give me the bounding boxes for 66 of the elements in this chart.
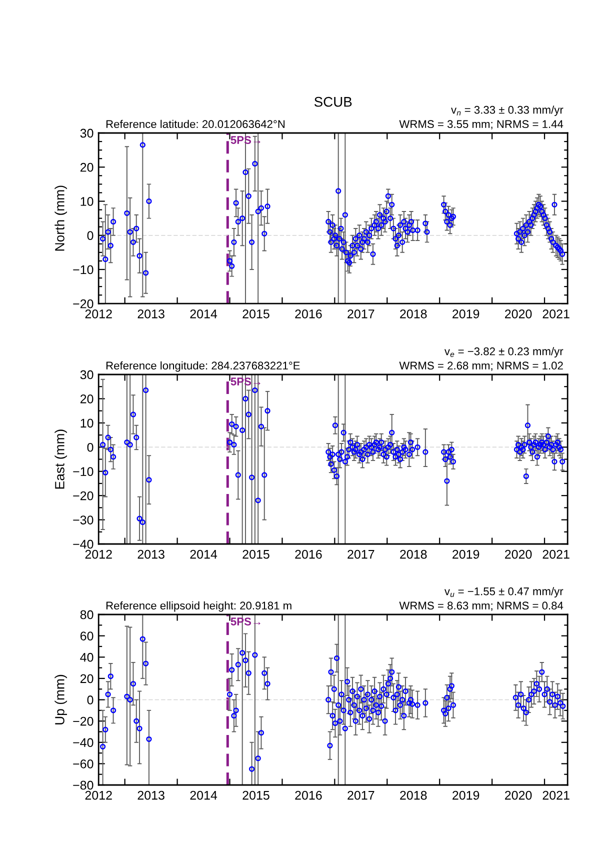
x-tick-label: 2021: [542, 550, 570, 559]
y-tick-label: −60: [73, 759, 94, 768]
x-tick-label: 2014: [190, 550, 218, 559]
y-tick-label: −20: [73, 491, 94, 500]
x-tick-label: 2019: [452, 309, 480, 318]
y-tick-label: −40: [73, 738, 94, 748]
x-tick-label: 2020: [505, 309, 532, 318]
y-tick-label: 10: [80, 418, 94, 428]
y-tick-label: 40: [80, 652, 94, 662]
x-tick-label: 2015: [242, 309, 270, 318]
y-axis-title: East (mm): [54, 430, 67, 489]
text: Reference longitude: 284.237683221°E: [106, 361, 300, 372]
x-tick-label: 2016: [295, 550, 322, 559]
text: WRMS = 8.63 mm; NRMS = 0.84: [399, 602, 564, 611]
x-tick-label: 2016: [295, 790, 322, 800]
x-tick-label: 2012: [85, 550, 112, 559]
y-tick-label: −40: [73, 540, 94, 549]
x-tick-label: 2018: [400, 309, 427, 318]
text: WRMS = 3.55 mm; NRMS = 1.44: [399, 120, 564, 130]
text: v$_{u}$ = −1.55 ± 0.47 mm/yr: [444, 587, 564, 598]
x-tick-label: 2017: [348, 309, 374, 318]
text: Reference latitude: 20.012063642°N: [106, 120, 285, 128]
x-tick-label: 2018: [400, 790, 427, 800]
y-tick-label: −20: [73, 299, 94, 308]
x-tick-label: 2017: [348, 550, 374, 559]
y-tick-label: 30: [80, 370, 94, 380]
text: v$_{e}$ = −3.82 ± 0.23 mm/yr: [444, 347, 564, 358]
y-tick-label: 80: [80, 610, 94, 620]
x-tick-label: 2021: [542, 309, 570, 318]
x-tick-label: 2016: [295, 309, 322, 318]
x-tick-label: 2015: [242, 790, 270, 800]
x-tick-label: 2013: [138, 790, 164, 800]
x-tick-label: 2019: [452, 790, 480, 800]
y-tick-label: 60: [80, 632, 94, 640]
x-tick-label: 2013: [138, 550, 164, 559]
x-tick-label: 2019: [452, 550, 480, 559]
x-tick-label: 2021: [542, 790, 570, 800]
x-tick-label: 2018: [400, 550, 427, 559]
y-tick-label: 0: [87, 442, 94, 452]
text: WRMS = 2.68 mm; NRMS = 1.02: [399, 362, 563, 371]
y-tick-label: −80: [73, 780, 94, 790]
x-tick-label: 2014: [190, 309, 218, 318]
text: v$_{n}$ = 3.33 ± 0.33 mm/yr: [451, 106, 564, 116]
x-tick-label: 2015: [242, 550, 270, 559]
y-tick-label: 20: [80, 394, 94, 404]
x-tick-label: 2020: [505, 790, 532, 800]
y-tick-label: 20: [80, 162, 94, 172]
y-tick-label: 10: [80, 197, 94, 206]
y-tick-label: −30: [73, 516, 94, 524]
y-tick-label: 20: [80, 674, 94, 684]
text: Reference ellipsoid height: 20.9181 m: [106, 601, 292, 612]
y-tick-label: 0: [87, 696, 94, 704]
y-axis-title: Up (mm): [54, 674, 67, 724]
y-tick-label: −10: [73, 467, 94, 476]
x-tick-label: 2013: [138, 309, 164, 318]
x-tick-label: 2012: [85, 309, 112, 318]
x-tick-label: 2014: [190, 790, 218, 800]
y-axis-title: North (mm): [54, 186, 67, 251]
x-tick-label: 2017: [348, 790, 374, 800]
y-tick-label: 30: [80, 128, 94, 138]
x-tick-label: 2020: [505, 550, 532, 559]
y-tick-label: −10: [73, 265, 94, 274]
chart-title: SCUB: [314, 96, 352, 107]
x-tick-label: 2012: [85, 790, 112, 800]
y-tick-label: −20: [73, 716, 94, 726]
y-tick-label: 0: [87, 231, 94, 240]
